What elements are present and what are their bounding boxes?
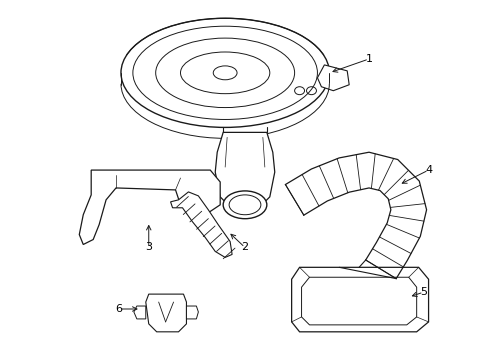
Polygon shape <box>215 132 275 212</box>
Polygon shape <box>292 267 429 332</box>
Polygon shape <box>301 277 416 325</box>
Polygon shape <box>187 306 198 319</box>
Polygon shape <box>146 294 187 332</box>
Ellipse shape <box>180 52 270 94</box>
Text: 6: 6 <box>116 304 122 314</box>
Ellipse shape <box>156 38 294 108</box>
Ellipse shape <box>213 66 237 80</box>
Text: 3: 3 <box>145 243 152 252</box>
Polygon shape <box>134 306 146 319</box>
Text: 4: 4 <box>425 165 432 175</box>
Ellipse shape <box>223 191 267 219</box>
Text: 2: 2 <box>242 243 248 252</box>
Ellipse shape <box>133 26 318 120</box>
Polygon shape <box>79 170 220 244</box>
Polygon shape <box>318 65 349 91</box>
Text: 1: 1 <box>366 54 372 64</box>
Text: 5: 5 <box>420 287 427 297</box>
Polygon shape <box>171 192 232 257</box>
Ellipse shape <box>229 195 261 215</box>
Ellipse shape <box>121 18 329 127</box>
